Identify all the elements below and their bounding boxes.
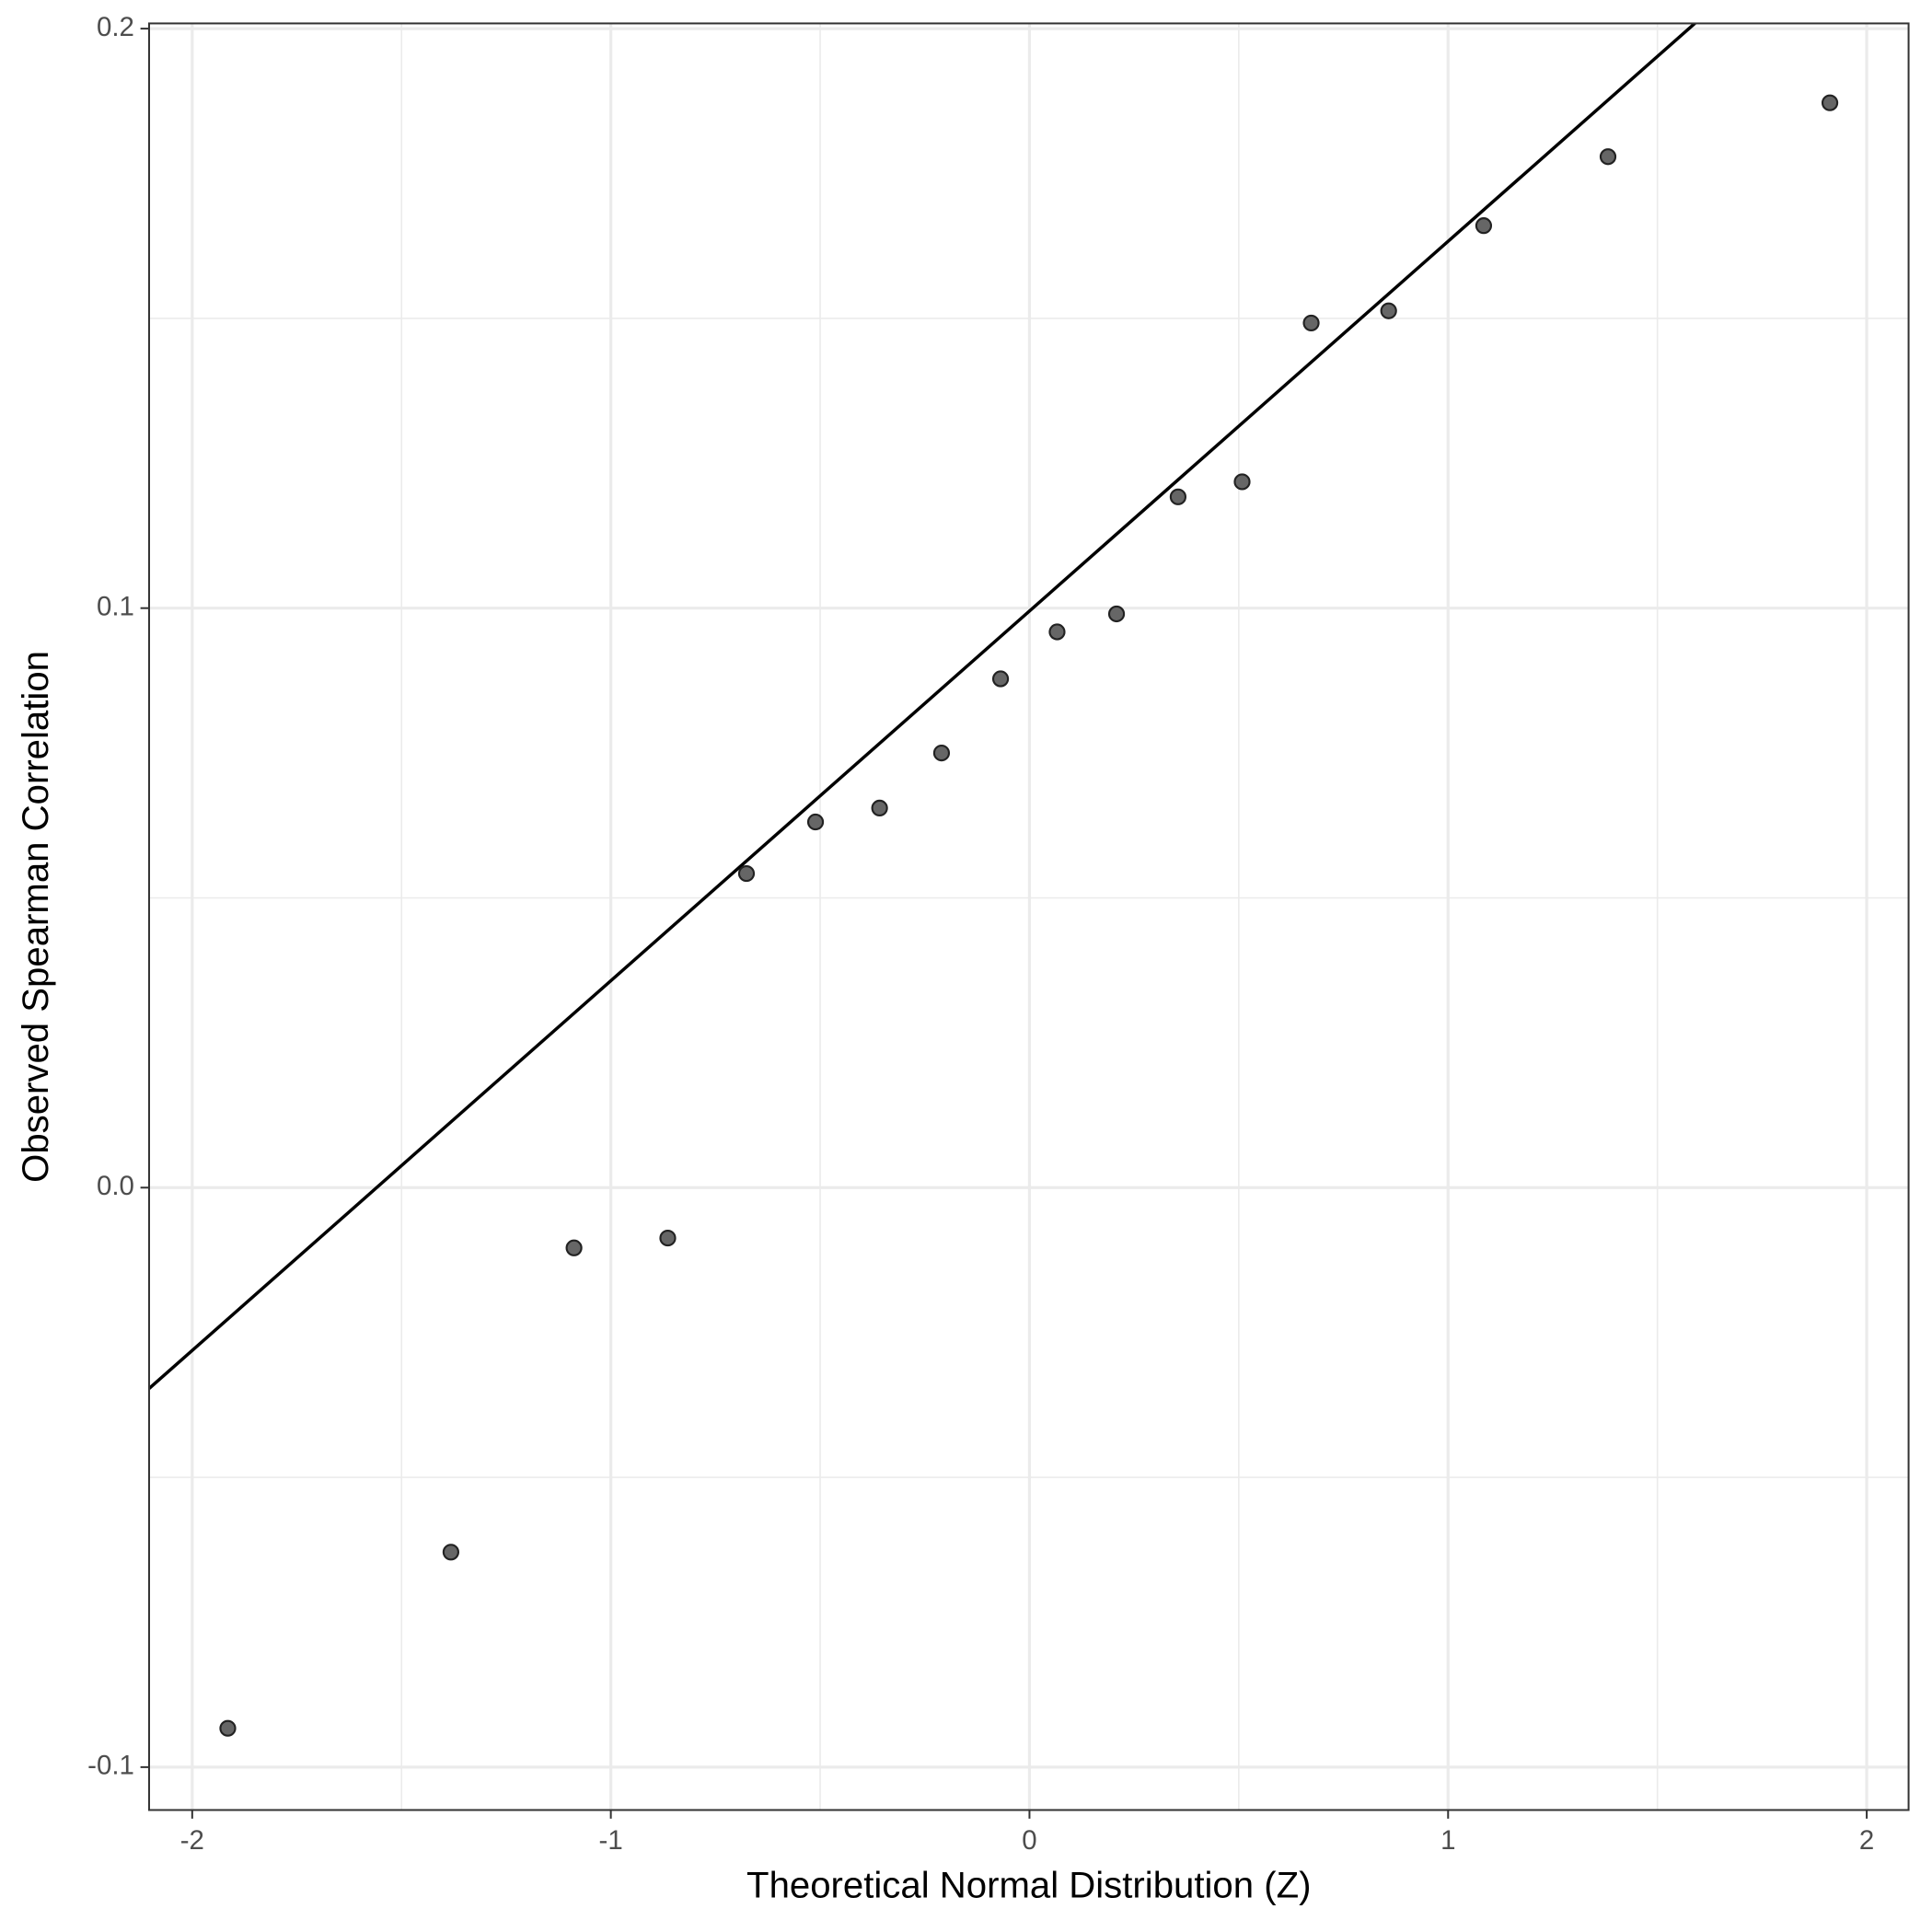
x-tick-label: -1 <box>599 1825 623 1856</box>
point <box>659 1229 677 1247</box>
point <box>565 1239 583 1256</box>
y-tick-label: 0.2 <box>97 12 134 42</box>
point <box>1380 302 1397 319</box>
y-tick-label: 0.1 <box>97 591 134 621</box>
x-tick-label: -2 <box>180 1825 204 1856</box>
x-tick-label: 0 <box>1022 1825 1036 1856</box>
x-tick-label: 2 <box>1859 1825 1874 1856</box>
point <box>1475 217 1493 235</box>
point <box>1599 148 1617 166</box>
point <box>871 799 888 817</box>
point <box>806 813 825 831</box>
point <box>1302 314 1320 332</box>
panel-border <box>147 22 1910 1811</box>
reference-line <box>148 23 1697 1390</box>
point <box>1821 94 1839 111</box>
point <box>1048 623 1066 641</box>
point <box>219 1719 237 1737</box>
point <box>442 1544 460 1561</box>
y-tick-label: -0.1 <box>87 1751 134 1781</box>
point <box>1233 473 1251 491</box>
point <box>737 864 756 883</box>
x-axis-title: Theoretical Normal Distribution (Z) <box>746 1864 1311 1905</box>
y-axis-title: Observed Spearman Correlation <box>15 651 56 1183</box>
y-tick-label: 0.0 <box>97 1171 134 1201</box>
point <box>1169 488 1187 505</box>
point <box>991 670 1010 688</box>
x-tick-label: 1 <box>1440 1825 1455 1856</box>
point <box>932 744 951 762</box>
point <box>1107 605 1126 623</box>
